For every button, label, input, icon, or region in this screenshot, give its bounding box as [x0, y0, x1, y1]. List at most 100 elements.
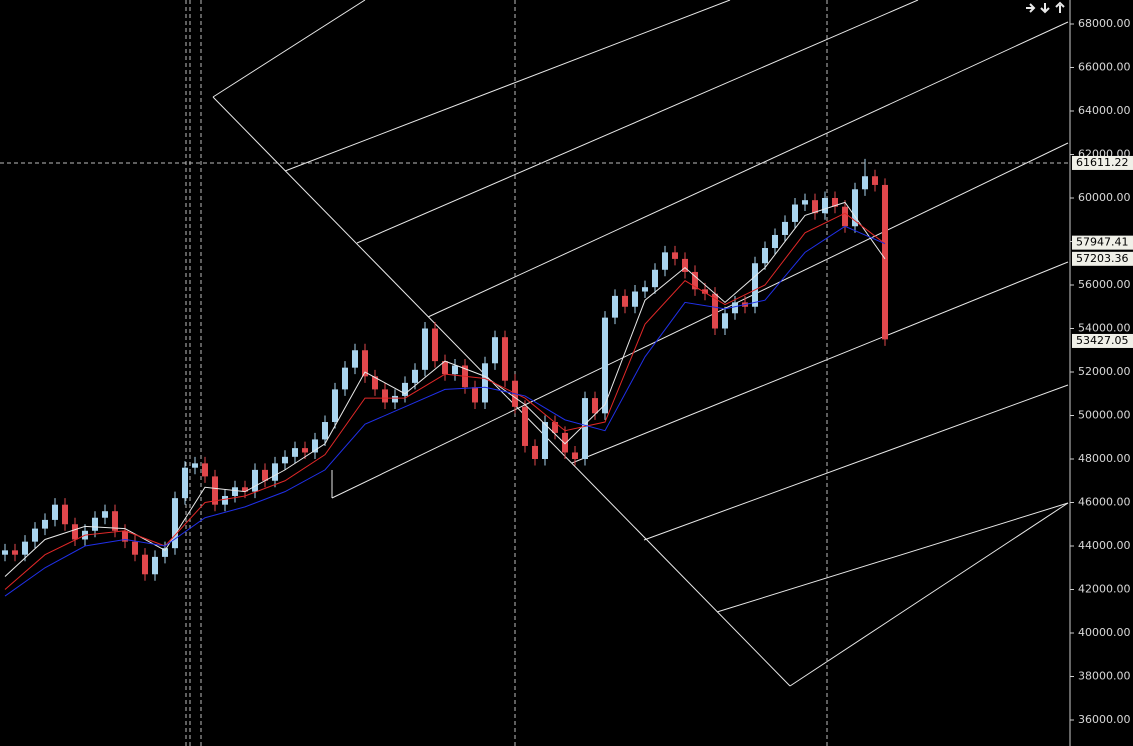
candle-body [842, 206, 848, 227]
scale-up-icon[interactable] [1055, 1, 1065, 13]
pitchfork-line [643, 384, 1069, 541]
pitchfork-line [356, 0, 919, 244]
candle-body [442, 361, 448, 375]
candle-body [572, 452, 578, 460]
candle-body [242, 487, 248, 492]
y-tick-label: 44000.00 [1078, 539, 1131, 552]
candle-body [722, 313, 728, 329]
candle-body [372, 376, 378, 390]
candle-body [92, 517, 98, 531]
candle-body [252, 469, 258, 492]
candle-body [752, 263, 758, 307]
candle-body [232, 487, 238, 496]
price-tag-label: 61611.22 [1076, 156, 1129, 169]
moving-average [4, 225, 886, 597]
candle-body [472, 387, 478, 403]
candle-body [22, 541, 28, 555]
candle-body [352, 350, 358, 368]
candle-body [292, 448, 298, 457]
y-tick-label: 64000.00 [1078, 104, 1131, 117]
y-tick-label: 40000.00 [1078, 626, 1131, 639]
pitchfork-line [212, 0, 366, 98]
y-tick-label: 42000.00 [1078, 583, 1131, 596]
candle-body [202, 463, 208, 477]
candle-body [852, 189, 858, 227]
pitchfork-line [716, 502, 1069, 613]
candle-body [692, 271, 698, 290]
candle-body [602, 317, 608, 414]
candle-body [612, 295, 618, 318]
candle-body [342, 367, 348, 390]
toolbar[interactable] [1026, 1, 1065, 14]
candle-body [102, 511, 108, 518]
candle-body [192, 463, 198, 468]
candle-body [682, 258, 688, 272]
candle-body [762, 248, 768, 264]
candle-body [332, 389, 338, 423]
candle-body [482, 363, 488, 403]
pitchfork-line [789, 502, 1069, 687]
price-tag: 61611.22 [1072, 155, 1133, 170]
y-tick-label: 38000.00 [1078, 670, 1131, 683]
candle-body [672, 252, 678, 259]
scroll-right-icon[interactable] [1026, 3, 1036, 13]
candle-body [42, 519, 48, 529]
candle-body [802, 200, 808, 205]
candle-body [582, 398, 588, 460]
y-tick-label: 50000.00 [1078, 409, 1131, 422]
candle-body [432, 328, 438, 362]
candle-body [592, 398, 598, 414]
y-tick-label: 66000.00 [1078, 60, 1131, 73]
y-tick-label: 68000.00 [1078, 17, 1131, 30]
candle-body [152, 556, 158, 575]
scale-down-icon[interactable] [1040, 3, 1050, 14]
candle-body [2, 550, 8, 555]
pitchfork-line [284, 0, 731, 172]
candle-body [222, 495, 228, 505]
candle-body [822, 197, 828, 214]
candle-body [122, 530, 128, 542]
candle-body [32, 528, 38, 542]
candle-body [402, 382, 408, 396]
y-tick-label: 54000.00 [1078, 321, 1131, 334]
candle-body [552, 422, 558, 433]
price-tag: 57947.41 [1072, 235, 1133, 250]
candle-body [182, 467, 188, 499]
candle-body [542, 422, 548, 460]
candle-body [322, 422, 328, 440]
candle-body [562, 432, 568, 453]
candle-body [162, 548, 168, 557]
candle-body [172, 498, 178, 549]
candle-body [302, 448, 308, 453]
price-tag-label: 57947.41 [1076, 236, 1129, 249]
moving-average [4, 201, 886, 577]
candle-body [212, 476, 218, 505]
candle-body [862, 176, 868, 190]
pitchfork-handle [212, 96, 791, 687]
candle-body [502, 337, 508, 381]
candle-body [142, 554, 148, 575]
candle-body [652, 269, 658, 288]
candle-body [492, 337, 498, 364]
candle-body [422, 328, 428, 370]
candle-body [412, 369, 418, 383]
price-tag-label: 57203.36 [1076, 252, 1129, 265]
candle-body [642, 287, 648, 292]
y-tick-label: 60000.00 [1078, 191, 1131, 204]
candle-body [532, 445, 538, 460]
candle-body [662, 252, 668, 270]
price-tag: 53427.05 [1072, 333, 1133, 348]
candle-body [12, 550, 18, 555]
price-tag-box [1072, 235, 1133, 250]
candle-body [282, 456, 288, 464]
price-tag-box [1072, 155, 1133, 170]
y-tick-label: 46000.00 [1078, 496, 1131, 509]
candle-body [812, 200, 818, 214]
candle-body [772, 234, 778, 249]
price-tag: 57203.36 [1072, 252, 1133, 266]
candle-body [272, 463, 278, 481]
candle-body [112, 511, 118, 531]
price-tag-label: 53427.05 [1076, 334, 1129, 347]
